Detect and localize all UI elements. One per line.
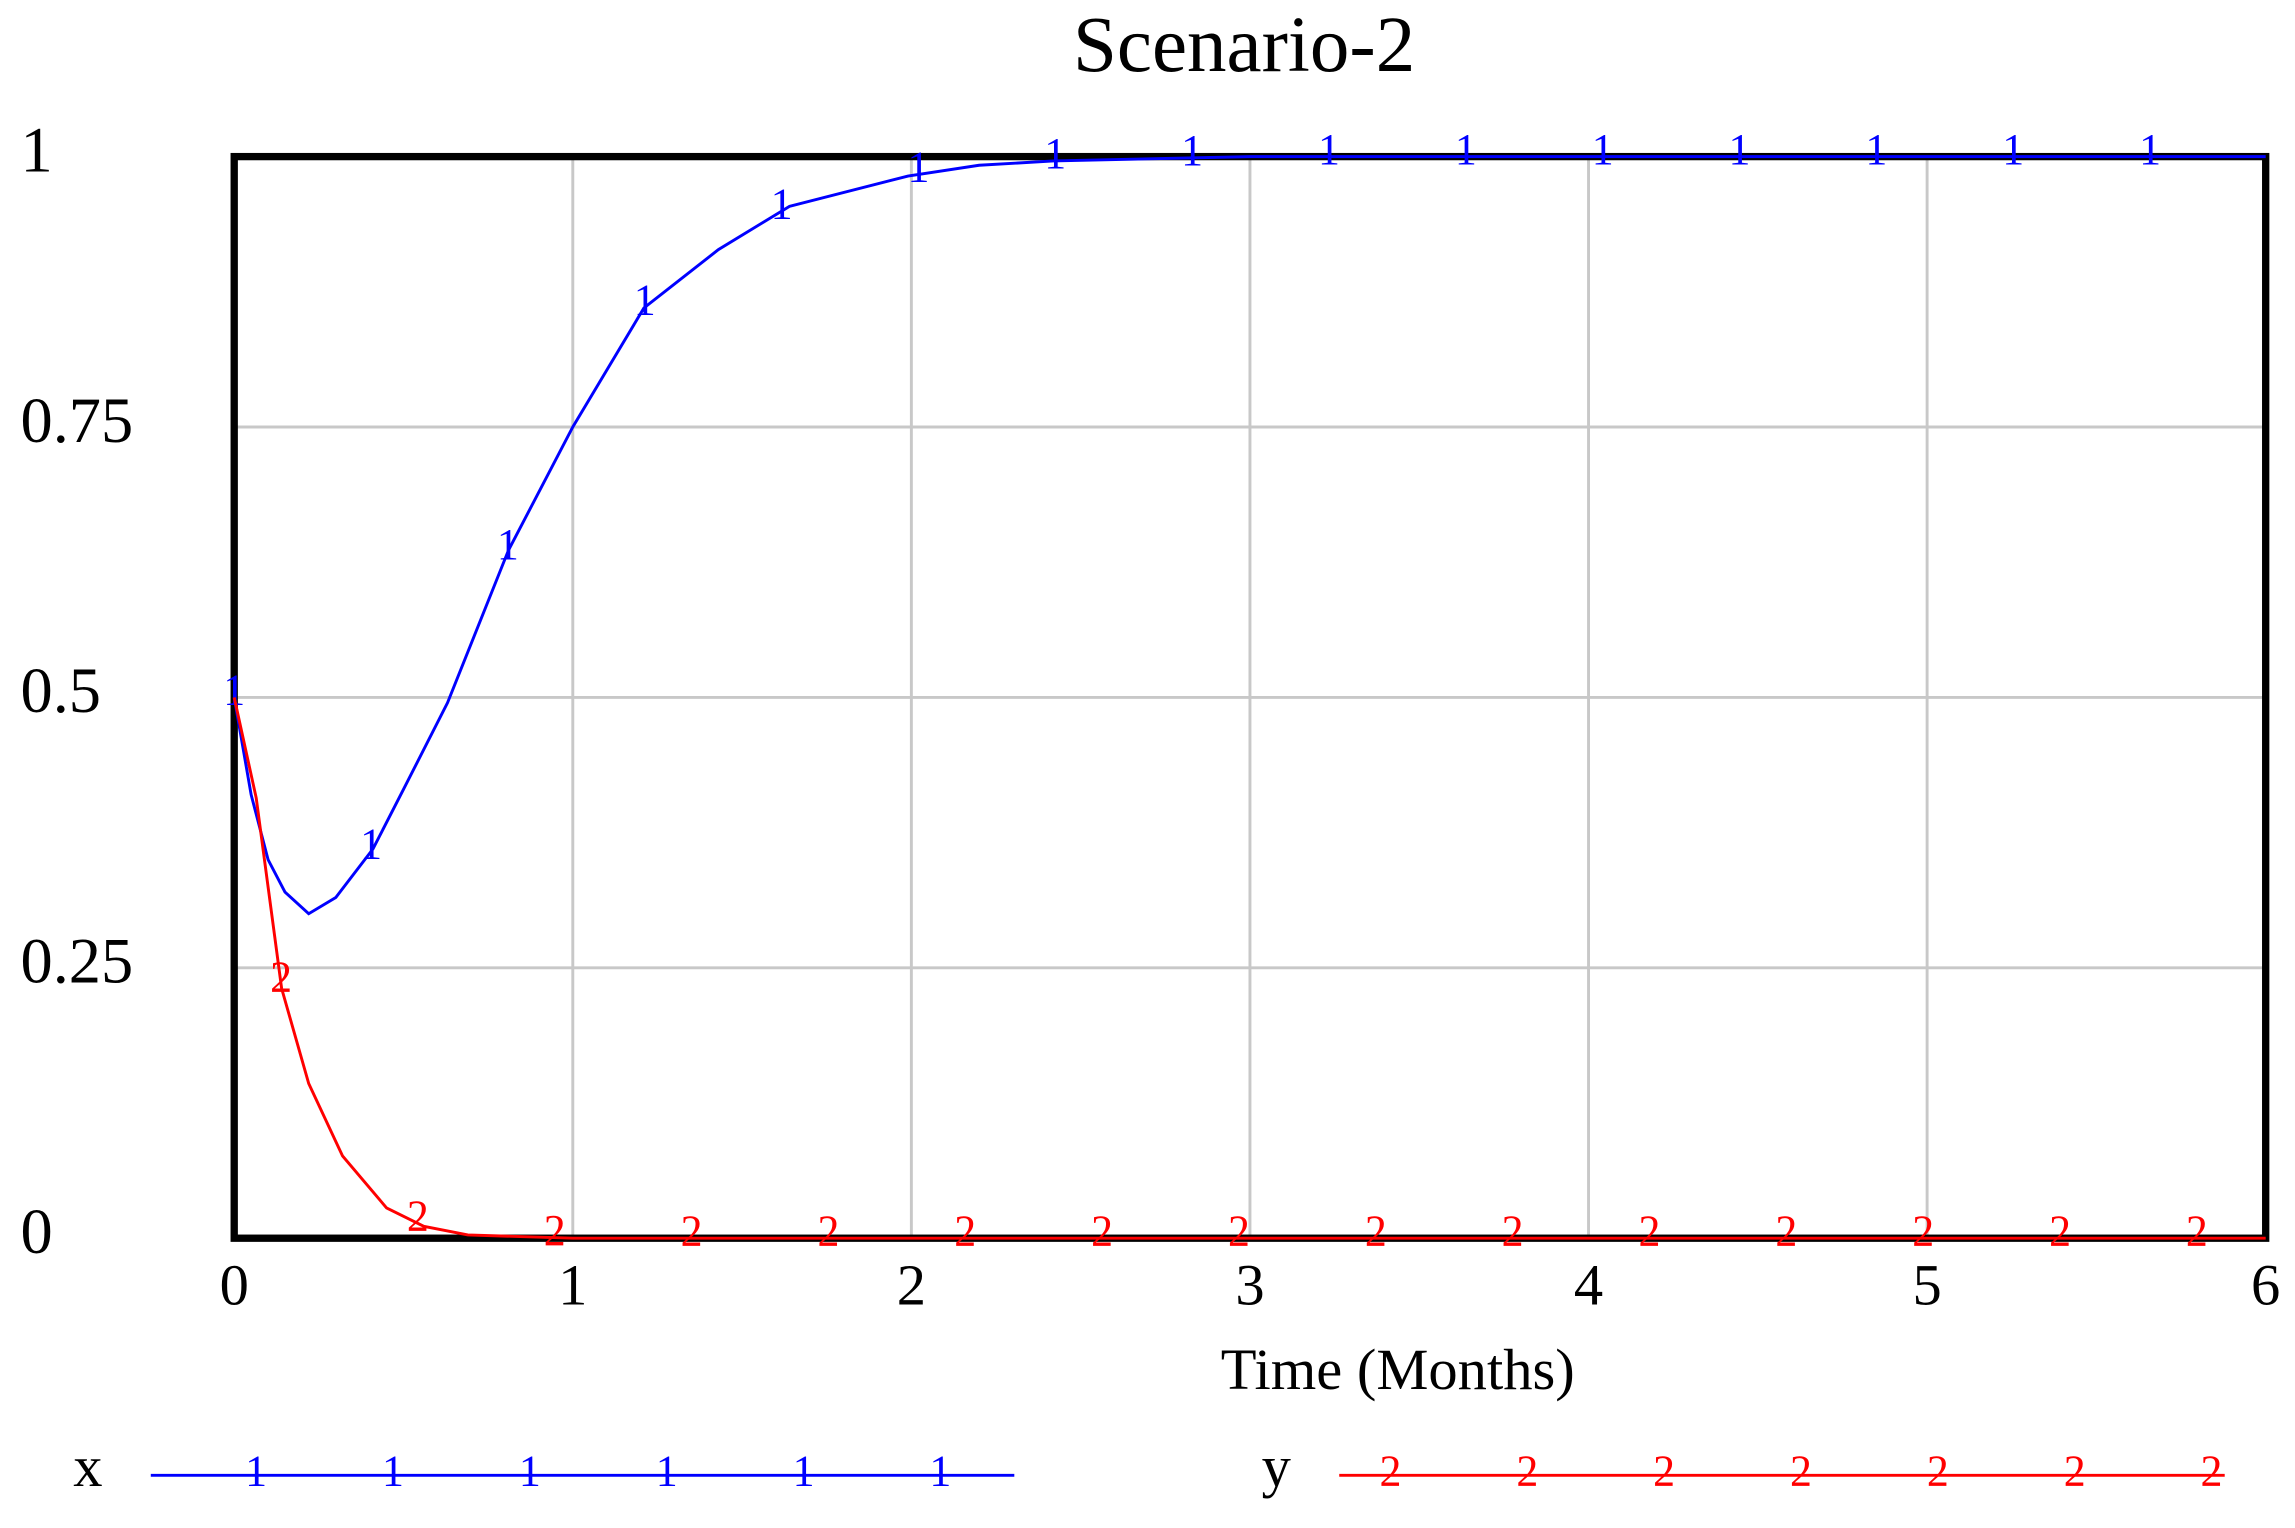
x-tick-label: 5 xyxy=(1912,1252,1941,1317)
series-marker: 1 xyxy=(1044,130,1066,178)
series-marker: 2 xyxy=(407,1193,429,1241)
series-line xyxy=(232,697,2266,1240)
series-marker: 2 xyxy=(1639,1207,1661,1255)
legend-marker: 2 xyxy=(2064,1447,2086,1495)
series-marker: 2 xyxy=(2186,1207,2208,1255)
x-axis-label: Time (Months) xyxy=(1221,1337,1575,1402)
series-marker: 1 xyxy=(1729,126,1751,174)
y-tick-label: 0.5 xyxy=(21,655,101,726)
series-marker: 1 xyxy=(771,180,793,228)
series-marker: 2 xyxy=(1775,1207,1797,1255)
x-tick-label: 4 xyxy=(1574,1252,1603,1317)
series-line xyxy=(232,155,2266,916)
x-tick-label: 3 xyxy=(1235,1252,1264,1317)
chart-title: Scenario-2 xyxy=(1073,2,1415,89)
y-tick-label: 1 xyxy=(21,114,53,185)
series-marker: 2 xyxy=(1091,1207,1113,1255)
series-marker: 1 xyxy=(1865,126,1887,174)
series-marker: 1 xyxy=(907,144,929,192)
legend-label: y xyxy=(1262,1434,1292,1499)
y-tick-label: 0.75 xyxy=(21,385,134,456)
legend-marker: 2 xyxy=(1516,1447,1538,1495)
legend-marker: 2 xyxy=(2201,1447,2223,1495)
series-marker: 2 xyxy=(544,1207,566,1255)
series-marker: 1 xyxy=(1181,127,1203,175)
legend-marker: 2 xyxy=(1653,1447,1675,1495)
series-marker: 2 xyxy=(270,953,292,1001)
series-marker: 1 xyxy=(360,821,382,869)
series-marker: 2 xyxy=(817,1207,839,1255)
series-marker: 2 xyxy=(2049,1207,2071,1255)
y-tick-label: 0 xyxy=(21,1196,53,1267)
series-marker: 1 xyxy=(634,277,656,325)
series-marker: 1 xyxy=(223,667,245,715)
legend-marker: 2 xyxy=(1790,1447,1812,1495)
series-marker: 1 xyxy=(2139,126,2161,174)
legend-marker: 2 xyxy=(1379,1447,1401,1495)
legend-marker: 1 xyxy=(656,1447,678,1495)
series-marker: 2 xyxy=(1228,1207,1250,1255)
x-tick-label: 0 xyxy=(220,1252,249,1317)
legend-marker: 1 xyxy=(245,1447,267,1495)
legend-marker: 1 xyxy=(519,1447,541,1495)
series-marker: 2 xyxy=(954,1207,976,1255)
legend-marker: 1 xyxy=(793,1447,815,1495)
x-tick-label: 2 xyxy=(897,1252,926,1317)
legend-label: x xyxy=(73,1434,102,1499)
series-marker: 2 xyxy=(1365,1207,1387,1255)
x-tick-label: 1 xyxy=(558,1252,587,1317)
y-tick-label: 0.25 xyxy=(21,926,134,997)
series-marker: 1 xyxy=(497,521,519,569)
legend-marker: 1 xyxy=(382,1447,404,1495)
legend-marker: 2 xyxy=(1927,1447,1949,1495)
series-marker: 1 xyxy=(1455,126,1477,174)
series-marker: 2 xyxy=(681,1207,703,1255)
legend-marker: 1 xyxy=(929,1447,951,1495)
series-marker: 2 xyxy=(1912,1207,1934,1255)
series-marker: 1 xyxy=(1318,126,1340,174)
series-marker: 1 xyxy=(2002,126,2024,174)
series-marker: 1 xyxy=(1592,126,1614,174)
x-tick-label: 6 xyxy=(2251,1252,2280,1317)
series-marker: 2 xyxy=(1502,1207,1524,1255)
